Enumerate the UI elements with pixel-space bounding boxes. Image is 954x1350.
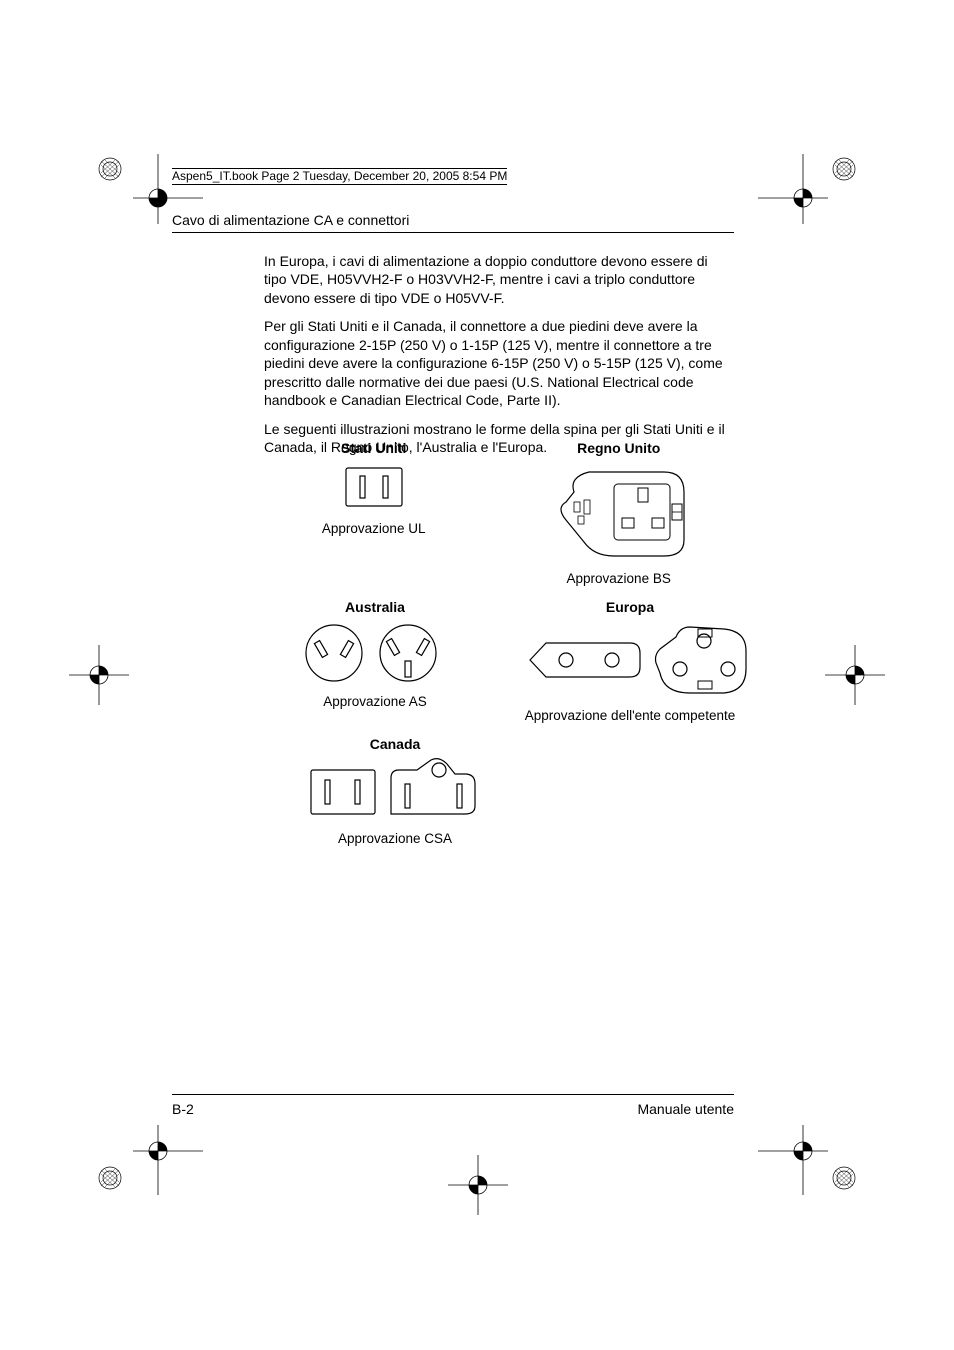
crosshair-mark-icon — [825, 645, 885, 705]
book-page-info: Aspen5_IT.book Page 2 Tuesday, December … — [172, 168, 507, 185]
header-rule — [172, 232, 734, 233]
register-mark-icon — [831, 1165, 855, 1189]
plug-caption: Approvazione BS — [517, 571, 720, 587]
plug-cell-ca: Canada Approvazione CSA — [300, 736, 490, 847]
plug-uk-icon — [544, 462, 694, 567]
crosshair-mark-icon — [448, 1155, 508, 1215]
plug-label: Australia — [300, 599, 450, 615]
plug-ca-icon — [305, 758, 485, 827]
page-number: B-2 — [172, 1101, 194, 1117]
paragraph: In Europa, i cavi di alimentazione a dop… — [264, 252, 734, 307]
crosshair-mark-icon — [133, 1125, 203, 1195]
plug-cell-uk: Regno Unito — [517, 440, 720, 587]
paragraph: Per gli Stati Uniti e il Canada, il conn… — [264, 317, 734, 409]
plug-label: Canada — [300, 736, 490, 752]
plug-label: Regno Unito — [517, 440, 720, 456]
plug-cell-au: Australia Approvazione AS — [300, 599, 450, 724]
register-mark-icon — [831, 156, 855, 180]
plug-label: Europa — [520, 599, 740, 615]
document-page: Aspen5_IT.book Page 2 Tuesday, December … — [0, 0, 954, 1350]
crosshair-mark-icon — [758, 1125, 828, 1195]
plug-caption: Approvazione CSA — [300, 831, 490, 847]
plug-caption: Approvazione UL — [300, 521, 447, 537]
plug-label: Stati Uniti — [300, 440, 447, 456]
page-footer: B-2 Manuale utente — [172, 1094, 734, 1117]
manual-title: Manuale utente — [637, 1101, 734, 1117]
crosshair-mark-icon — [69, 645, 129, 705]
plug-caption: Approvazione AS — [300, 694, 450, 710]
plug-us-icon — [342, 462, 406, 517]
plug-au-icon — [300, 621, 450, 690]
section-title: Cavo di alimentazione CA e connettori — [172, 212, 734, 228]
register-mark-icon — [97, 1165, 121, 1189]
plug-illustrations: Stati Uniti Approvazione UL Regno Unito — [300, 440, 720, 860]
register-mark-icon — [97, 156, 121, 180]
plug-cell-eu: Europa Ap — [520, 599, 740, 724]
plug-eu-icon — [520, 621, 750, 704]
footer-rule — [172, 1094, 734, 1095]
crosshair-mark-icon — [758, 154, 828, 224]
body-text: In Europa, i cavi di alimentazione a dop… — [264, 252, 734, 467]
running-header: Cavo di alimentazione CA e connettori — [172, 212, 734, 233]
plug-caption: Approvazione dell'ente competente — [520, 708, 740, 724]
plug-cell-us: Stati Uniti Approvazione UL — [300, 440, 447, 587]
